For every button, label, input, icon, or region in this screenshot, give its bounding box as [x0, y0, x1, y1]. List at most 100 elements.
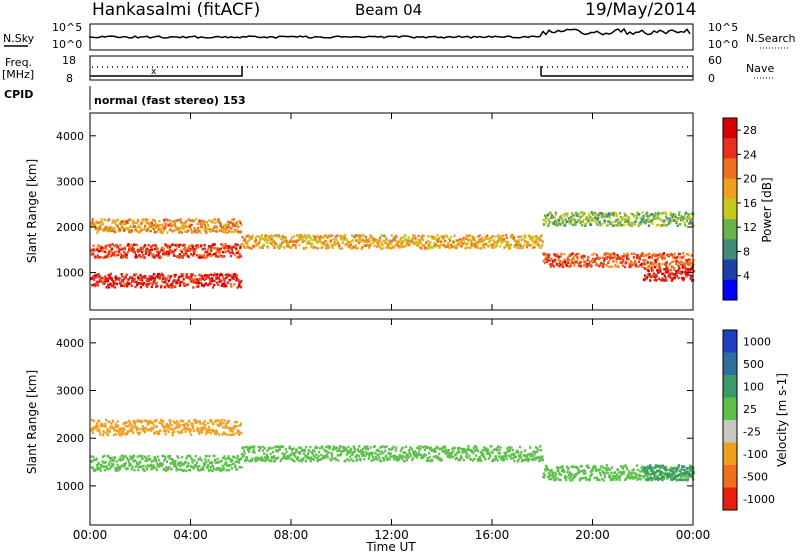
power-cell	[311, 243, 314, 246]
power-cell	[680, 260, 683, 263]
power-cell	[199, 225, 202, 229]
velocity-cell	[324, 454, 328, 457]
velocity-cell	[163, 459, 166, 462]
power-cell	[293, 235, 296, 238]
power-cell	[453, 234, 456, 238]
velocity-cell	[646, 465, 649, 469]
power-cell	[92, 278, 96, 281]
velocity-cell	[349, 447, 353, 451]
velocity-cell	[420, 455, 423, 458]
power-cell	[319, 240, 322, 244]
velocity-cell	[321, 446, 324, 450]
power-cell	[239, 255, 243, 258]
power-cell	[335, 242, 338, 245]
velocity-cell	[571, 477, 575, 480]
power-cell	[268, 241, 272, 245]
velocity-cell	[534, 450, 537, 454]
power-cell	[566, 212, 569, 215]
velocity-cell	[398, 453, 402, 457]
velocity-cell	[444, 445, 447, 448]
x-tick-label: 16:00	[475, 528, 510, 542]
power-cell	[113, 251, 116, 254]
power-cell	[143, 256, 146, 260]
power-cell	[264, 236, 267, 239]
power-cell	[308, 234, 311, 237]
velocity-cell	[235, 432, 238, 435]
power-cell	[147, 226, 150, 230]
power-cell	[141, 247, 145, 251]
power-cell	[118, 277, 121, 280]
power-cell	[108, 286, 111, 289]
velocity-cell	[333, 447, 337, 450]
power-cell	[309, 235, 312, 239]
velocity-cell	[197, 430, 201, 434]
velocity-cell	[685, 471, 688, 474]
velocity-cell	[212, 422, 215, 426]
power-cell	[565, 220, 568, 223]
velocity-cell	[105, 418, 108, 422]
power-cell	[182, 225, 185, 228]
power-cell	[470, 241, 473, 245]
velocity-cell	[152, 423, 155, 426]
power-cell	[185, 220, 188, 223]
velocity-cell	[379, 452, 382, 456]
power-cell	[198, 256, 201, 259]
power-cell	[391, 239, 394, 243]
power-cell	[325, 236, 328, 239]
power-cell	[368, 240, 371, 243]
velocity-cell	[410, 447, 413, 451]
power-cell	[544, 252, 547, 255]
velocity-cell	[222, 468, 226, 471]
velocity-cell	[367, 452, 370, 455]
power-cell	[156, 230, 159, 234]
power-cell	[499, 234, 503, 238]
velocity-cell	[539, 448, 543, 452]
power-cell	[110, 278, 114, 281]
velocity-cell	[154, 425, 157, 429]
power-cell	[623, 220, 627, 224]
power-cell	[125, 273, 128, 277]
velocity-cell	[331, 453, 334, 456]
power-cell	[159, 273, 162, 277]
velocity-cell	[90, 429, 93, 432]
power-cell	[586, 258, 589, 262]
power-cell	[131, 244, 135, 247]
velocity-cell	[466, 447, 470, 450]
power-cell	[442, 237, 445, 241]
power-cell	[347, 245, 350, 248]
power-cell	[222, 226, 225, 229]
power-ytick-label: 1000	[56, 267, 84, 280]
power-cell	[188, 223, 191, 227]
velocity-cell	[294, 450, 297, 454]
power-cell	[191, 278, 194, 281]
power-cell	[193, 248, 196, 251]
velocity-cell	[130, 424, 133, 427]
power-cell	[144, 244, 147, 247]
power-cell	[233, 228, 236, 232]
power-cell	[672, 253, 676, 257]
power-cell	[128, 282, 131, 285]
velocity-cell	[382, 451, 385, 455]
velocity-cell	[219, 423, 222, 426]
velocity-cell	[117, 469, 120, 472]
power-cell	[120, 284, 123, 288]
power-cell	[503, 246, 506, 249]
power-cell	[687, 213, 690, 217]
power-cell	[195, 281, 199, 285]
power-cell	[616, 253, 619, 257]
power-cell	[640, 221, 643, 225]
power-cell	[103, 282, 106, 285]
power-cell	[657, 223, 661, 226]
velocity-cell	[413, 454, 416, 458]
velocity-cell	[389, 455, 392, 458]
power-cell	[128, 229, 131, 232]
power-cell	[136, 230, 139, 233]
velocity-cell	[128, 423, 131, 426]
power-cell	[230, 230, 233, 234]
power-cell	[100, 278, 103, 281]
power-cell	[410, 241, 413, 244]
power-cell	[159, 255, 163, 259]
power-cell	[196, 278, 199, 281]
velocity-cell	[192, 429, 195, 433]
velocity-cell	[427, 459, 430, 463]
